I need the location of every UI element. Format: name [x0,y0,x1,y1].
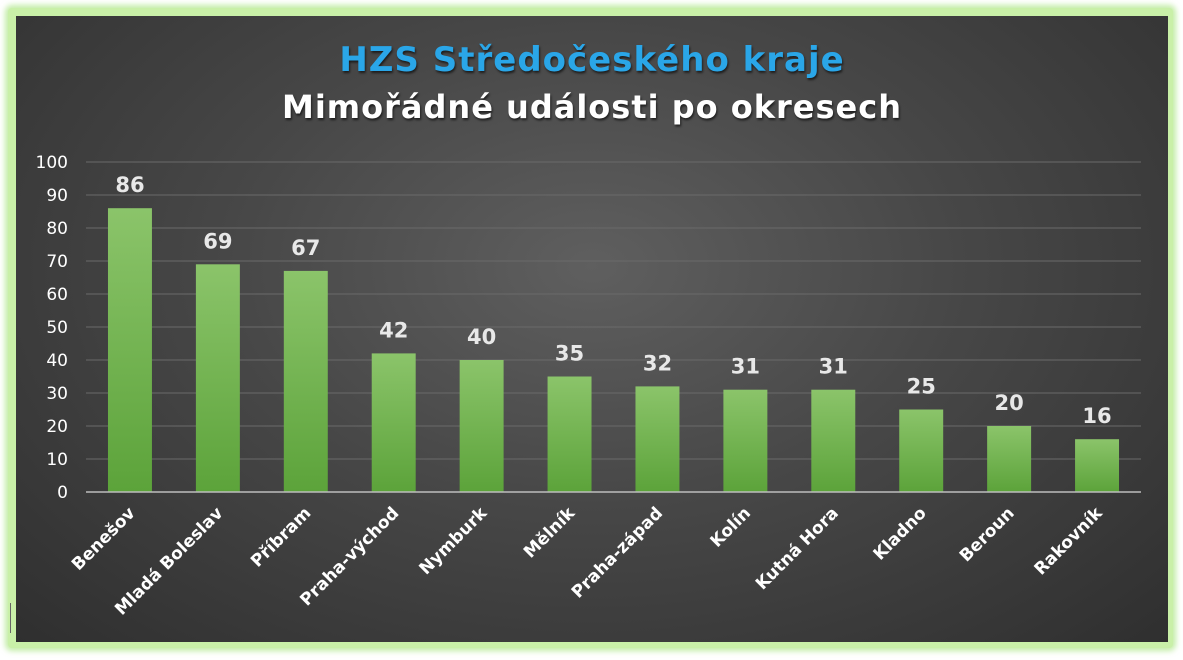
bar [195,264,240,492]
bar [723,389,768,492]
chart-title: HZS Středočeského kraje [339,40,845,80]
data-label: 42 [379,318,408,342]
bar-chart: 86 69 67 42 40 35 32 31 31 25 20 16 0 10 20 30 40 50 60 70… [36,153,1141,620]
data-label: 25 [907,375,936,399]
data-label: 86 [115,173,144,197]
data-label: 31 [731,355,760,379]
data-label: 69 [203,229,232,253]
data-label: 31 [819,355,848,379]
bar [371,353,416,492]
x-tick-label: Benešov [68,503,139,574]
data-label: 16 [1082,404,1111,428]
bar [1075,439,1120,492]
bars [107,208,1120,492]
y-tick-label: 50 [46,318,68,338]
x-tick-label: Beroun [956,503,1019,566]
bar [547,376,592,492]
data-label: 40 [467,325,496,349]
bar [283,270,328,492]
y-tick-label: 90 [46,186,68,206]
data-label: 20 [995,391,1024,415]
x-tick-label: Rakovník [1031,503,1107,579]
x-tick-label: Kolín [707,503,755,551]
data-label: 32 [643,351,672,375]
x-tick-label: Příbram [247,503,315,571]
data-labels: 86 69 67 42 40 35 32 31 31 25 20 16 [115,173,1111,428]
x-tick-label: Kladno [870,503,931,564]
bar [107,208,152,492]
x-tick-label: Mělník [520,503,580,563]
x-tick-label: Praha-západ [568,503,667,602]
x-tick-label: Nymburk [416,503,492,579]
y-axis: 0 10 20 30 40 50 60 70 80 90 100 [36,153,68,503]
x-tick-label: Kutná Hora [752,503,843,594]
y-tick-label: 20 [46,417,68,437]
bar [987,426,1032,492]
y-tick-label: 0 [57,483,68,503]
y-tick-label: 70 [46,252,68,272]
bar [635,386,680,492]
gridlines [86,161,1141,460]
y-tick-label: 30 [46,384,68,404]
text-cursor [10,603,11,633]
y-tick-label: 40 [46,351,68,371]
y-tick-label: 60 [46,285,68,305]
bar [811,389,856,492]
chart-panel: HZS Středočeského kraje Mimořádné událos… [16,16,1168,642]
y-tick-label: 10 [46,450,68,470]
data-label: 35 [555,342,584,366]
y-tick-label: 80 [46,219,68,239]
bar [459,360,504,492]
y-tick-label: 100 [36,153,68,173]
chart-subtitle: Mimořádné události po okresech [281,88,902,126]
bar [899,409,944,492]
data-label: 67 [291,236,320,260]
